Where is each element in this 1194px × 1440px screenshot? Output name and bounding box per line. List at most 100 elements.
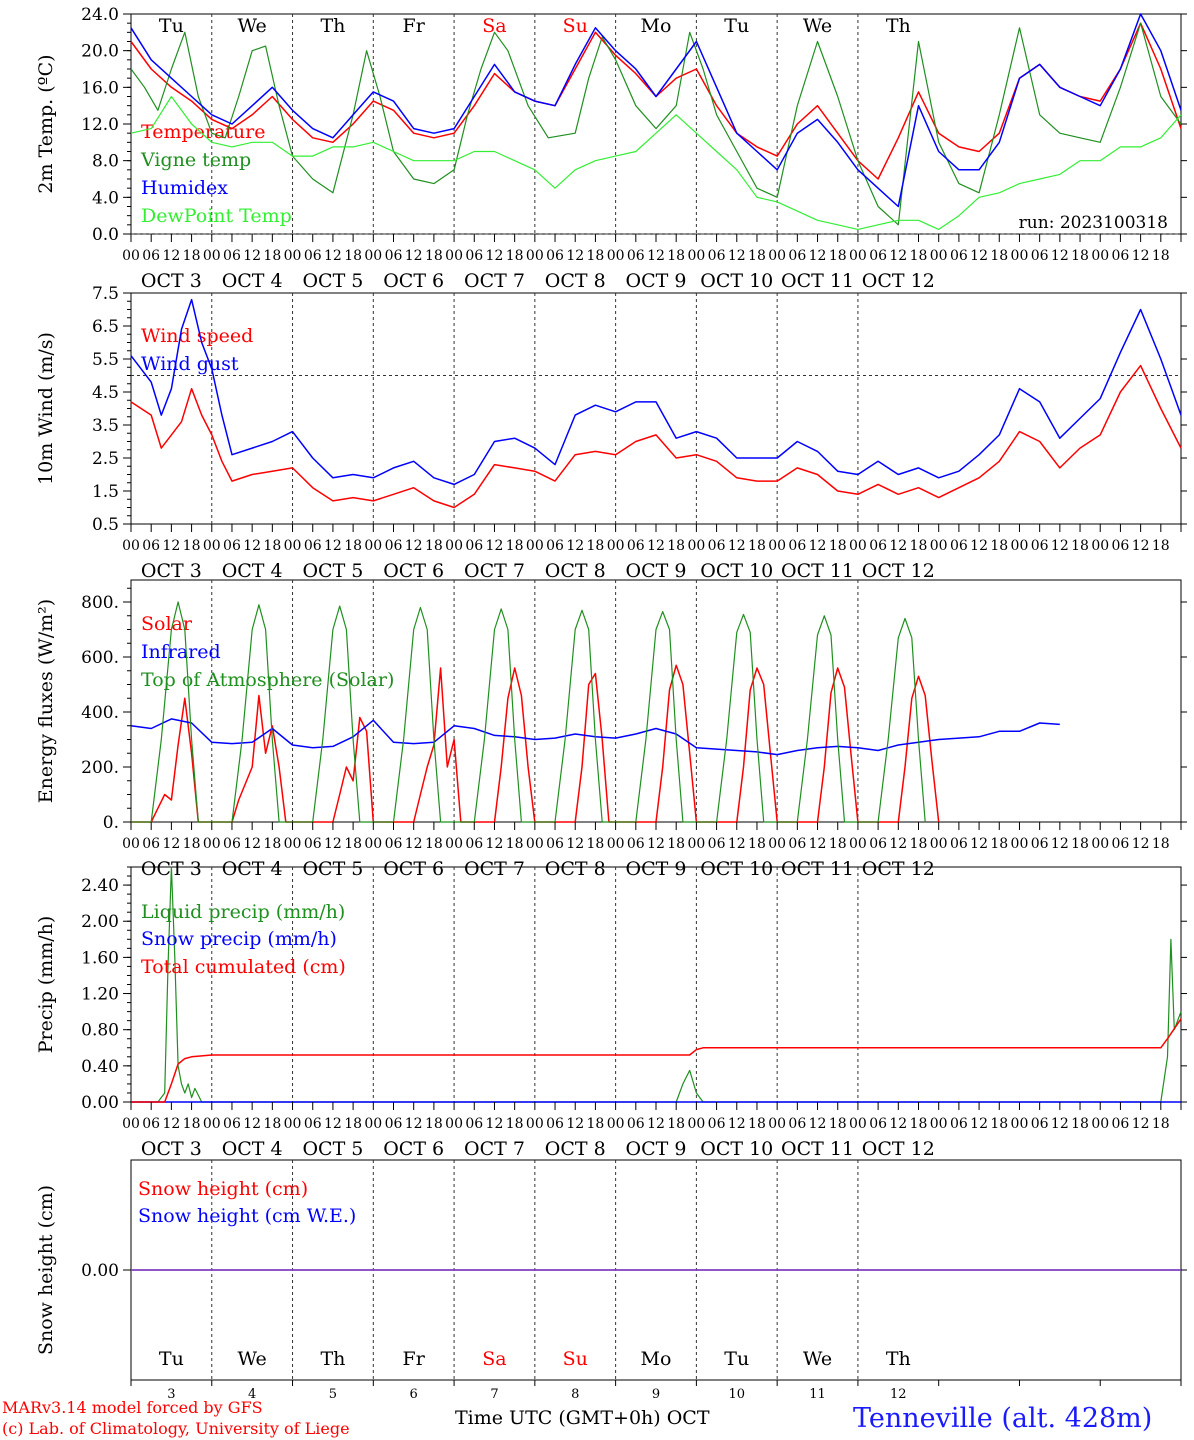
hour-tick-label: 12 (1132, 248, 1150, 264)
date-label: OCT 11 (781, 270, 854, 292)
hour-tick-label: 12 (566, 538, 584, 554)
date-label: OCT 4 (222, 1138, 283, 1160)
weekday-label: Tu (724, 15, 749, 37)
hour-tick-label: 12 (324, 1116, 342, 1132)
hour-tick-label: 18 (183, 248, 201, 264)
hour-tick-label: 06 (788, 538, 806, 554)
day-number-label: 6 (410, 1387, 418, 1402)
hour-tick-label: 18 (910, 1116, 928, 1132)
hour-tick-label: 12 (566, 1116, 584, 1132)
y-tick-label: 800. (81, 593, 119, 613)
hour-tick-label: 12 (324, 248, 342, 264)
hour-tick-label: 06 (950, 248, 968, 264)
y-tick-label: 3.5 (92, 416, 119, 436)
hour-tick-label: 12 (405, 1116, 423, 1132)
hour-tick-label: 00 (1091, 836, 1109, 852)
hour-tick-label: 00 (526, 248, 544, 264)
hour-tick-label: 12 (1051, 1116, 1069, 1132)
date-label: OCT 4 (222, 270, 283, 292)
hour-tick-label: 00 (445, 248, 463, 264)
weekday-label: Th (886, 15, 911, 37)
hour-tick-label: 18 (1152, 836, 1170, 852)
hour-tick-label: 06 (1112, 836, 1130, 852)
hour-tick-label: 18 (990, 1116, 1008, 1132)
legend-entry: Top of Atmosphere (Solar) (141, 669, 394, 691)
legend-entry: Snow height (cm) (138, 1178, 308, 1200)
y-axis-label: 10m Wind (m/s) (35, 332, 57, 485)
weekday-label: Th (886, 1348, 911, 1370)
hour-tick-label: 06 (142, 248, 160, 264)
hour-tick-label: 12 (647, 1116, 665, 1132)
hour-tick-label: 12 (970, 538, 988, 554)
hour-tick-label: 00 (1091, 248, 1109, 264)
legend-entry: Liquid precip (mm/h) (141, 901, 345, 923)
hour-tick-label: 12 (486, 836, 504, 852)
hour-tick-label: 18 (425, 538, 443, 554)
hour-tick-label: 06 (1112, 248, 1130, 264)
y-tick-label: 0.80 (81, 1021, 119, 1041)
series-line-blue (130, 13, 1182, 208)
series-line-green (131, 866, 1182, 1103)
weekday-label: Tu (724, 1348, 749, 1370)
hour-tick-label: 00 (930, 836, 948, 852)
plot-frame (130, 292, 1182, 525)
hour-tick-label: 18 (183, 1116, 201, 1132)
weekday-label: We (238, 15, 267, 37)
hour-tick-label: 18 (910, 248, 928, 264)
hour-tick-label: 00 (768, 538, 786, 554)
hour-tick-label: 06 (627, 836, 645, 852)
date-label: OCT 11 (781, 1138, 854, 1160)
legend-entry: DewPoint Temp (141, 205, 292, 227)
date-label: OCT 10 (700, 270, 773, 292)
hour-tick-label: 12 (405, 836, 423, 852)
hour-tick-label: 06 (869, 538, 887, 554)
hour-tick-label: 06 (223, 836, 241, 852)
hour-tick-label: 18 (1152, 248, 1170, 264)
hour-tick-label: 06 (950, 1116, 968, 1132)
hour-tick-label: 12 (889, 538, 907, 554)
hour-tick-label: 06 (385, 538, 403, 554)
station-label: Tenneville (alt. 428m) (853, 1403, 1152, 1434)
date-label: OCT 5 (302, 1138, 363, 1160)
model-credit: MARv3.14 model forced by GFS (2, 1398, 263, 1417)
legend-entry: Infrared (141, 641, 221, 663)
date-label: OCT 3 (141, 560, 202, 582)
hour-tick-label: 12 (243, 248, 261, 264)
hour-tick-label: 00 (284, 538, 302, 554)
hour-tick-label: 00 (687, 538, 705, 554)
date-label: OCT 11 (781, 560, 854, 582)
hour-tick-label: 00 (203, 248, 221, 264)
weekday-label: Th (320, 1348, 345, 1370)
panel-4: 0.00 0.40 0.80 1.20 1.60 2.00 2.40 Precip (mm/h… (35, 866, 1187, 1160)
hour-tick-label: 18 (425, 836, 443, 852)
hour-tick-label: 06 (788, 248, 806, 264)
date-label: OCT 4 (222, 858, 283, 880)
hour-tick-label: 06 (142, 1116, 160, 1132)
hour-tick-label: 18 (748, 248, 766, 264)
panel-1: 0.0 4.0 8.0 12.0 16.0 20.0 24.0 2m Temp. (ºC) Te… (35, 5, 1187, 292)
hour-tick-label: 12 (486, 1116, 504, 1132)
series-line-green (131, 601, 926, 823)
hour-tick-label: 12 (243, 1116, 261, 1132)
hour-tick-label: 00 (364, 538, 382, 554)
y-tick-label: 200. (81, 758, 119, 778)
date-label: OCT 7 (464, 1138, 525, 1160)
hour-tick-label: 18 (263, 1116, 281, 1132)
weekday-label: We (803, 15, 832, 37)
hour-tick-label: 00 (122, 538, 140, 554)
y-tick-label: 1.5 (92, 482, 119, 502)
hour-tick-label: 06 (304, 1116, 322, 1132)
weekday-label: Mo (641, 15, 672, 37)
hour-tick-label: 18 (990, 836, 1008, 852)
hour-tick-label: 00 (849, 1116, 867, 1132)
hour-tick-label: 00 (768, 836, 786, 852)
hour-tick-label: 12 (162, 836, 180, 852)
hour-tick-label: 06 (304, 538, 322, 554)
hour-tick-label: 00 (1011, 836, 1029, 852)
hour-tick-label: 00 (930, 538, 948, 554)
hour-tick-label: 18 (263, 248, 281, 264)
date-label: OCT 8 (545, 1138, 606, 1160)
run-annotation: run: 2023100318 (1019, 213, 1168, 233)
hour-tick-label: 18 (344, 248, 362, 264)
